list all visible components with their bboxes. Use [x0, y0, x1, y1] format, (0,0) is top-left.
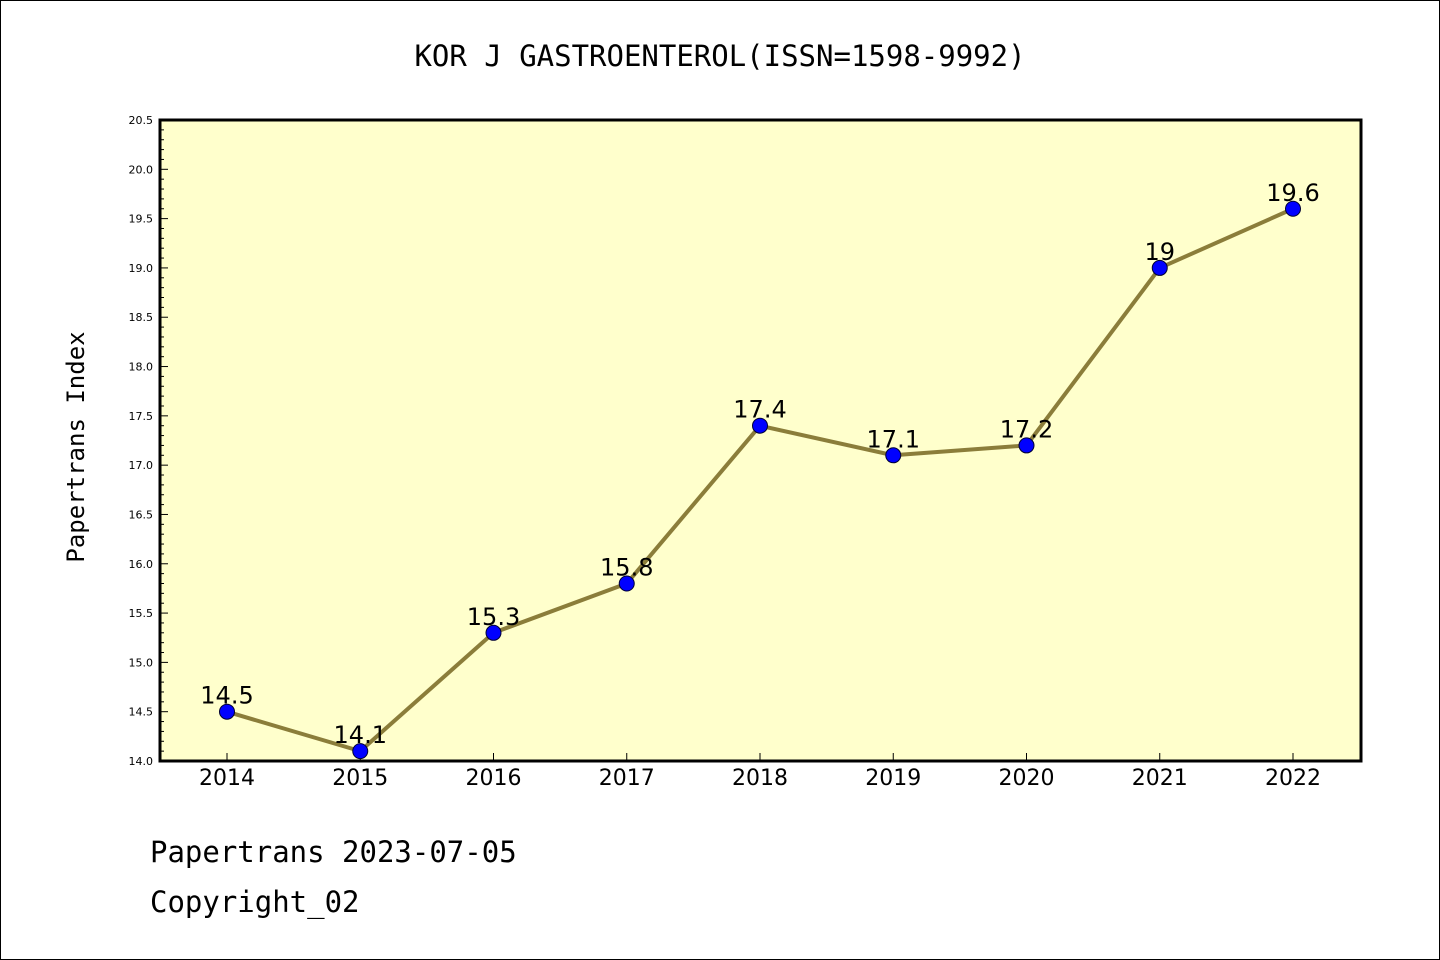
data-label: 14.5 [200, 682, 253, 710]
data-point [752, 417, 768, 434]
y-tick-label: 20.5 [129, 114, 154, 127]
data-label: 17.1 [867, 425, 920, 453]
x-tick-label: 2018 [732, 766, 788, 791]
data-label: 19 [1144, 238, 1175, 266]
plot-border [158, 118, 1363, 763]
data-markers [219, 200, 1301, 760]
data-label: 15.8 [600, 553, 653, 581]
y-tick-label: 16.0 [129, 558, 154, 571]
y-tick-label: 15.5 [129, 607, 154, 620]
x-axis: 2014 2015 2016 2017 2018 2019 2020 2021 2022 [199, 753, 1321, 791]
data-point [1018, 437, 1035, 454]
y-axis-label: Papertrans Index [62, 331, 90, 562]
y-tick-label: 17.5 [129, 410, 154, 423]
data-label: 19.6 [1266, 179, 1319, 207]
x-tick-label: 2022 [1265, 766, 1321, 791]
y-tick-label: 17.0 [129, 459, 154, 472]
data-label: 17.4 [733, 396, 786, 424]
x-tick-label: 2015 [332, 766, 388, 791]
y-tick-label: 18.5 [129, 311, 154, 324]
x-tick-label: 2017 [599, 766, 655, 791]
data-point [219, 703, 235, 720]
x-tick-label: 2016 [466, 766, 522, 791]
plot-area [160, 120, 1361, 761]
data-label: 15.3 [467, 603, 520, 631]
y-tick-label: 15.0 [129, 656, 154, 669]
x-tick-label: 2021 [1132, 766, 1188, 791]
y-tick-label: 20.0 [129, 163, 154, 176]
y-tick-label: 18.0 [129, 361, 154, 374]
data-point [618, 575, 635, 592]
y-tick-label: 19.5 [129, 213, 154, 226]
y-axis: 14.0 14.5 15.0 15.5 16.0 16.5 17.0 17.5 18.0 18.5… [129, 114, 168, 768]
data-label: 14.1 [334, 721, 387, 749]
footer-date: Papertrans 2023-07-05 [150, 835, 517, 869]
y-tick-label: 16.5 [129, 508, 154, 521]
data-point [485, 624, 502, 641]
x-tick-label: 2014 [199, 766, 255, 791]
data-point [885, 447, 902, 464]
x-tick-label: 2019 [865, 766, 921, 791]
chart-title: KOR J GASTROENTEROL(ISSN=1598-9992) [414, 39, 1025, 73]
y-tick-label: 19.0 [129, 262, 154, 275]
y-tick-label: 14.0 [129, 755, 154, 768]
data-point [1151, 259, 1168, 276]
footer-copyright: Copyright_02 [150, 885, 360, 919]
x-tick-label: 2020 [999, 766, 1055, 791]
data-labels: 14.5 14.1 15.3 15.8 17.4 17.1 17.2 19 19.6 [200, 179, 1319, 749]
data-label: 17.2 [1000, 415, 1053, 443]
y-tick-label: 14.5 [129, 706, 154, 719]
data-point [1285, 200, 1301, 217]
data-point [352, 743, 369, 760]
